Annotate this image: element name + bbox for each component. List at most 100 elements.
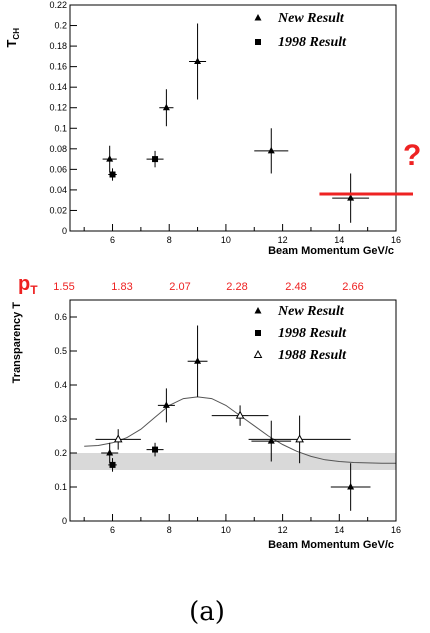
y-tick-label: 0.16 — [49, 62, 67, 72]
pt-value-label: 2.28 — [226, 281, 247, 293]
top-legend: New Result 1998 Result — [254, 11, 347, 50]
pt-value-label: 2.66 — [342, 281, 363, 293]
x-tick-label: 16 — [391, 235, 401, 245]
y-tick-label: 0.22 — [49, 0, 67, 10]
data-point — [95, 429, 141, 450]
point-marker — [152, 446, 159, 453]
bottom-legend: New Result 1998 Result 1988 Result — [253, 304, 347, 363]
point-marker — [113, 434, 123, 443]
point-marker — [267, 437, 275, 444]
data-point — [251, 420, 292, 462]
pt-value-label: 2.48 — [285, 281, 306, 293]
data-point — [330, 463, 371, 511]
x-tick-label: 12 — [278, 235, 288, 245]
legend-entry: 1998 Result — [255, 326, 347, 341]
x-tick-label: 8 — [167, 235, 172, 245]
x-tick-label: 12 — [278, 525, 288, 535]
y-tick-label: 0.14 — [49, 82, 67, 92]
bottom-plot-frame — [69, 299, 397, 522]
point-marker — [162, 103, 170, 111]
reference-band — [70, 453, 396, 470]
y-tick-label: 0.2 — [54, 21, 67, 31]
legend-marker — [254, 14, 262, 21]
pt-value-label: 1.55 — [53, 281, 74, 293]
pt-value-label: 1.83 — [111, 281, 132, 293]
y-tick-label: 0.08 — [49, 144, 67, 154]
y-tick-label: 0.18 — [49, 41, 67, 51]
x-tick-label: 14 — [334, 525, 344, 535]
x-tick-label: 14 — [334, 235, 344, 245]
y-tick-label: 0.1 — [54, 482, 67, 492]
y-tick-label: 0.1 — [54, 123, 67, 133]
legend-label: 1998 Result — [278, 35, 347, 50]
data-point — [108, 168, 117, 181]
pt-value-label: 2.07 — [169, 281, 190, 293]
x-tick-label: 16 — [391, 525, 401, 535]
top-ylabel-main: T — [4, 40, 19, 48]
legend-entry: New Result — [254, 304, 345, 319]
y-tick-label: 0.02 — [49, 205, 67, 215]
data-point — [146, 442, 164, 457]
point-marker — [109, 461, 116, 468]
pt-label-sub: T — [30, 283, 38, 297]
legend-marker — [255, 330, 261, 336]
legend-entry: 1988 Result — [253, 348, 347, 363]
x-tick-label: 10 — [221, 235, 231, 245]
legend-entry: 1998 Result — [255, 35, 347, 50]
top-xlabel: Beam Momentum GeV/c — [268, 245, 394, 257]
point-marker — [106, 449, 114, 456]
pt-label-main: p — [18, 273, 30, 295]
x-tick-label: 10 — [221, 525, 231, 535]
bottom-xlabel: Beam Momentum GeV/c — [268, 539, 394, 551]
data-point — [108, 458, 117, 472]
y-tick-label: 0.06 — [49, 164, 67, 174]
y-tick-label: 0.2 — [54, 448, 67, 458]
point-marker — [194, 357, 202, 364]
legend-label: 1998 Result — [278, 326, 347, 341]
data-point — [159, 89, 174, 127]
x-tick-label: 6 — [110, 525, 115, 535]
point-marker — [347, 483, 355, 490]
point-marker — [152, 156, 159, 163]
figure-caption: (a) — [189, 597, 225, 627]
point-marker — [106, 155, 114, 162]
pt-scale: pT 1.55 1.83 2.07 2.28 2.48 2.66 — [18, 273, 364, 297]
point-marker — [109, 171, 116, 178]
bottom-ylabel: Transparency T — [11, 302, 23, 384]
point-marker — [295, 434, 304, 443]
legend-marker — [254, 307, 262, 314]
y-tick-label: 0.5 — [54, 346, 67, 356]
x-tick-label: 8 — [167, 525, 172, 535]
y-tick-label: 0 — [62, 226, 67, 236]
data-point — [101, 442, 119, 464]
point-marker — [235, 410, 245, 419]
legend-label: 1988 Result — [278, 348, 347, 363]
y-tick-label: 0.4 — [54, 380, 67, 390]
chart-top-panel: 6 8 10 12 14 16 0 0.02 0.04 0.06 0.08 0.1 0.12 0.14 0… — [4, 0, 421, 257]
legend-marker — [253, 349, 263, 358]
data-point — [102, 145, 117, 173]
data-point — [254, 128, 289, 174]
y-tick-label: 0.6 — [54, 312, 67, 322]
legend-label: New Result — [277, 304, 345, 319]
data-point — [157, 388, 175, 423]
data-point — [146, 150, 164, 168]
data-point — [211, 405, 269, 426]
data-point — [332, 173, 370, 223]
x-tick-label: 6 — [110, 235, 115, 245]
y-tick-label: 0 — [62, 516, 67, 526]
top-plot-frame — [69, 4, 397, 232]
y-tick-label: 0.3 — [54, 414, 67, 424]
pt-label: pT — [18, 273, 38, 297]
chart-bottom-panel: 6 8 10 12 14 16 0 0.1 0.2 0.3 0.4 0.5 0.6 Transpare… — [11, 299, 401, 551]
question-mark: ? — [403, 139, 421, 172]
y-tick-label: 0.12 — [49, 103, 67, 113]
data-point — [189, 23, 207, 100]
point-marker — [194, 57, 202, 64]
legend-label: New Result — [277, 11, 345, 26]
top-ylabel-sub: CH — [12, 28, 21, 40]
point-marker — [162, 401, 170, 408]
point-marker — [347, 194, 355, 201]
top-ylabel: TCH — [4, 28, 21, 48]
